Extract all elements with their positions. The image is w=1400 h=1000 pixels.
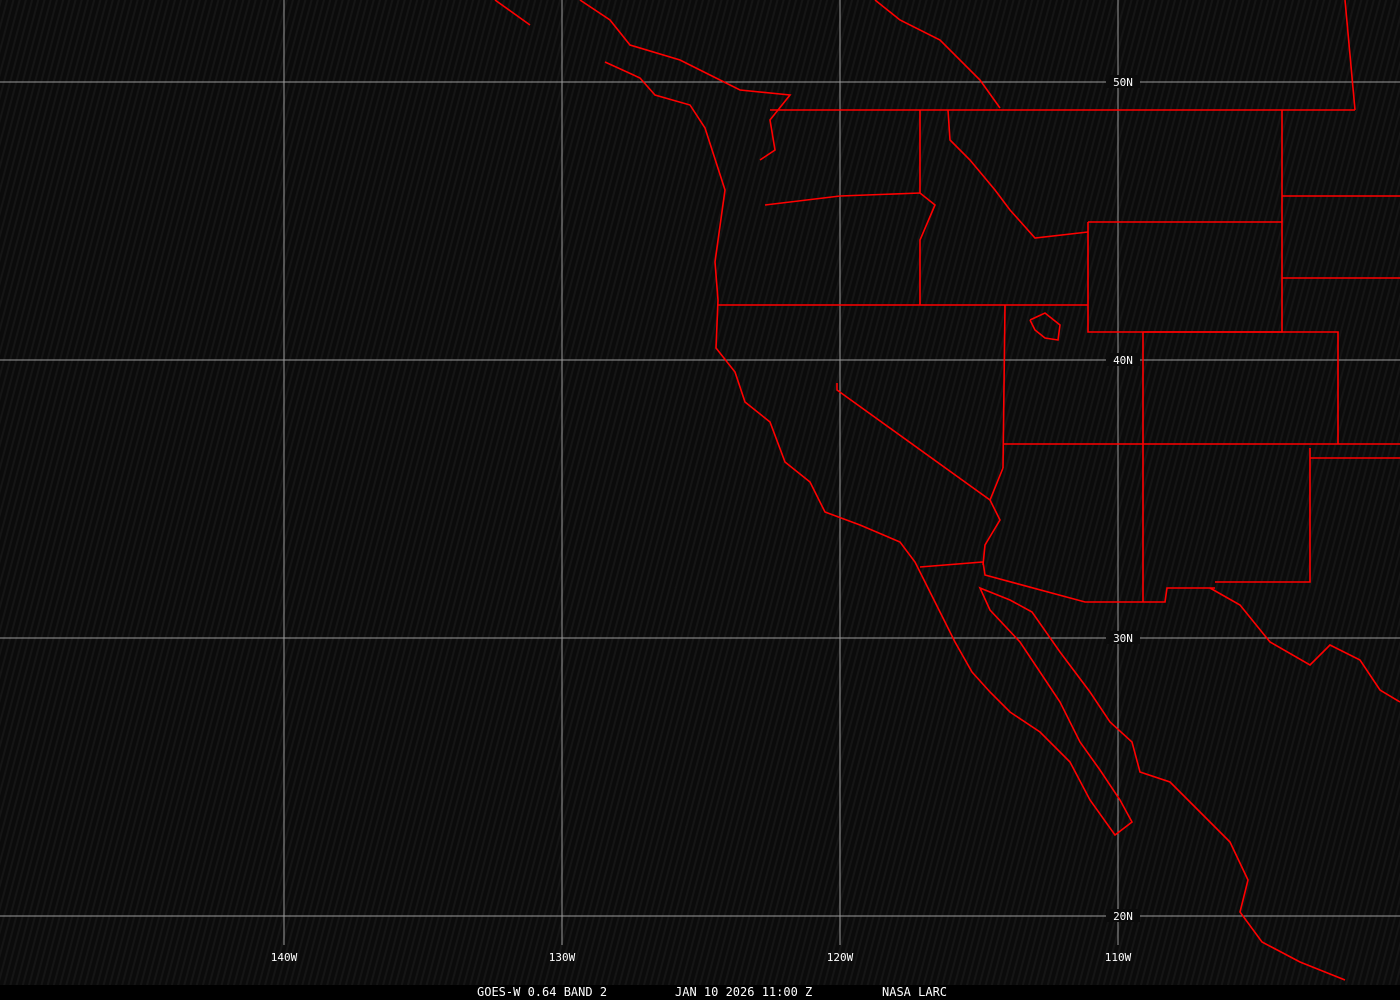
caption-source: NASA LARC [882, 985, 948, 999]
graticule [0, 0, 1400, 945]
label-bg [1106, 631, 1140, 644]
border-nv-ut [1002, 304, 1006, 469]
lake [1029, 312, 1061, 341]
label-bg [1106, 909, 1140, 922]
caption-product: GOES-W 0.64 BAND 2 [477, 985, 608, 999]
border-ca-az [982, 499, 1001, 566]
border-id-mt [947, 109, 1089, 239]
grid-labels: 140W 130W 120W 110W 50N 40N 30N 20N [271, 75, 1140, 964]
label-bg [1106, 353, 1140, 366]
longitude-label: 120W [827, 951, 854, 964]
longitude-label: 130W [549, 951, 576, 964]
coastline-mexico [1209, 587, 1400, 703]
border-us-mexico [919, 561, 1215, 603]
latitude-label: 40N [1113, 354, 1133, 367]
border [1344, 0, 1356, 111]
coastline [604, 61, 1346, 981]
longitude-label: 140W [271, 951, 298, 964]
longitude-label: 110W [1105, 951, 1132, 964]
latitude-label: 20N [1113, 910, 1133, 923]
coastline-canada [494, 0, 531, 26]
border-co [1143, 331, 1339, 444]
latitude-label: 30N [1113, 632, 1133, 645]
label-bg [1106, 75, 1140, 88]
boundaries [494, 0, 1400, 981]
caption-datetime: JAN 10 2026 11:00 Z [675, 985, 813, 999]
caption-bar: GOES-W 0.64 BAND 2 JAN 10 2026 11:00 Z N… [0, 985, 1400, 1000]
latitude-label: 50N [1113, 76, 1133, 89]
coastline-canada [874, 0, 1001, 109]
border-wa-or [764, 192, 936, 305]
border-nm-tx [1215, 448, 1311, 583]
border-nv-ca [836, 383, 1004, 502]
coastline-canada [579, 0, 792, 161]
